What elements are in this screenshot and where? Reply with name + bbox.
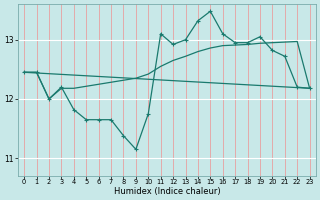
X-axis label: Humidex (Indice chaleur): Humidex (Indice chaleur) (114, 187, 220, 196)
